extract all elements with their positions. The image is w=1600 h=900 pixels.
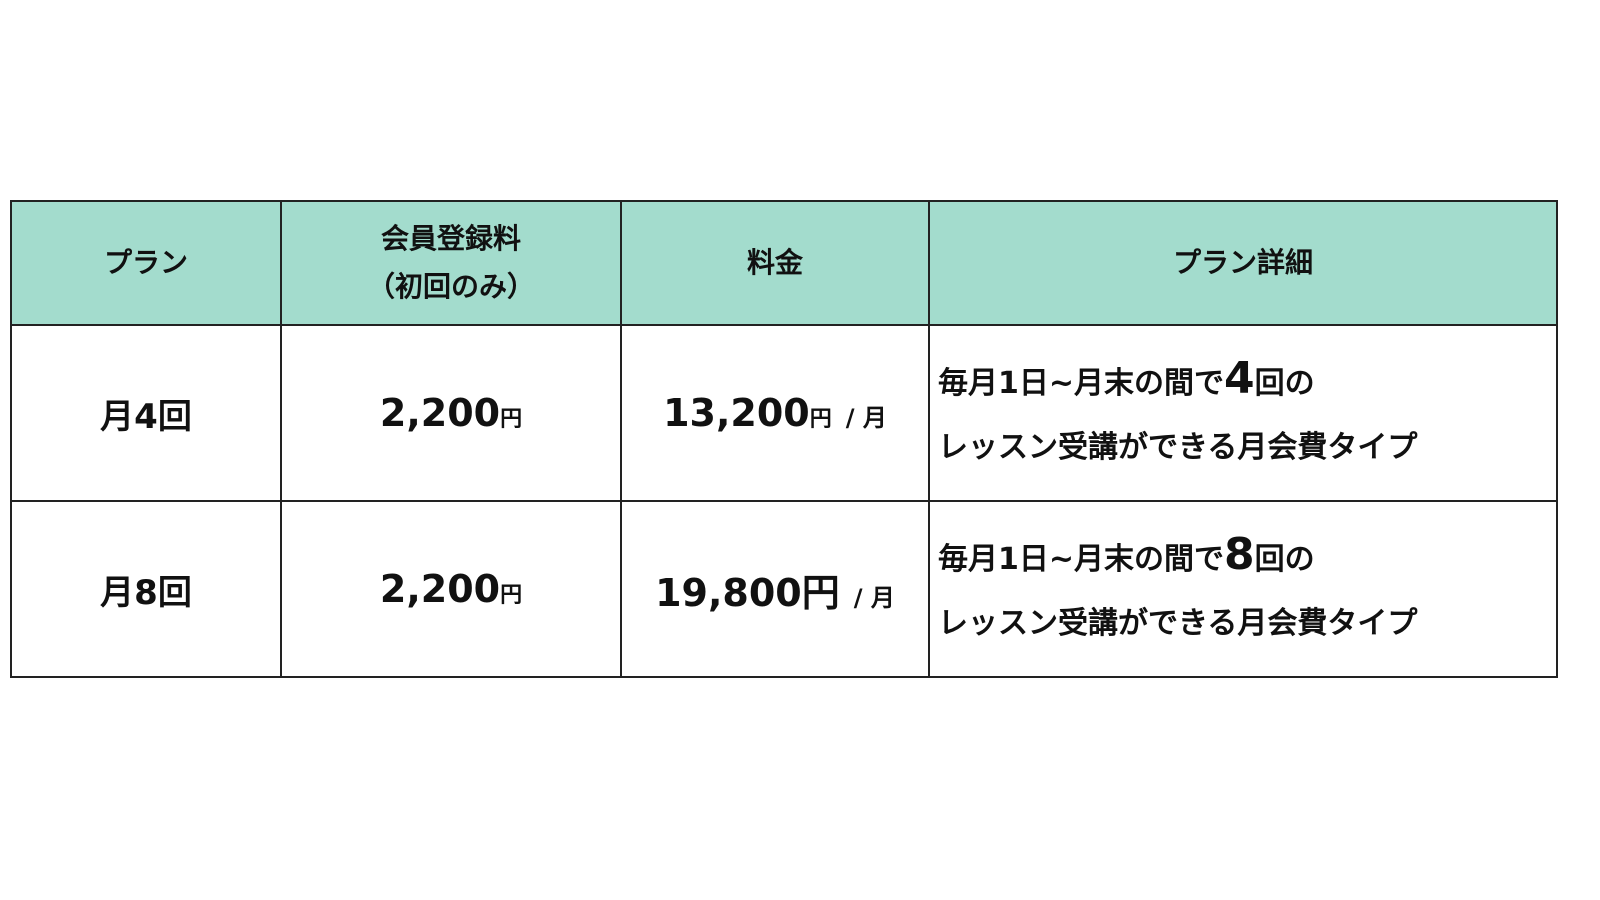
price-per: / 月 <box>853 583 895 612</box>
header-plan: プラン <box>10 200 282 326</box>
detail-prefix: 毎月1日~月末の間で <box>938 541 1225 577</box>
detail-line2: レッスン受講ができる月会費タイプ <box>938 429 1418 465</box>
header-registration-fee: 会員登録料 （初回のみ） <box>280 200 622 326</box>
registration-fee-cell: 2,200円 <box>280 324 622 502</box>
plan-cell: 月4回 <box>10 324 282 502</box>
detail-line1: 毎月1日~月末の間で8回の <box>938 523 1556 592</box>
price-unit: 円 <box>801 570 840 615</box>
registration-fee: 2,200 <box>379 567 501 611</box>
registration-fee-cell: 2,200円 <box>280 500 622 678</box>
price-cell: 13,200円 / 月 <box>620 324 930 502</box>
table-row: 月8回 2,200円 19,800円 / 月 毎月1日~月末の間で8回の レッスン… <box>10 500 1558 678</box>
registration-unit: 円 <box>500 407 523 432</box>
price: 13,200 <box>663 391 810 435</box>
header-registration-line1: 会員登録料 <box>380 222 521 255</box>
detail-line2: レッスン受講ができる月会費タイプ <box>938 605 1418 641</box>
plan-cell: 月8回 <box>10 500 282 678</box>
detail-cell: 毎月1日~月末の間で8回の レッスン受講ができる月会費タイプ <box>928 500 1558 678</box>
detail-cell: 毎月1日~月末の間で4回の レッスン受講ができる月会費タイプ <box>928 324 1558 502</box>
header-details: プラン詳細 <box>928 200 1558 326</box>
detail-count: 4 <box>1224 352 1255 404</box>
detail-line1: 毎月1日~月末の間で4回の <box>938 347 1556 416</box>
registration-unit: 円 <box>500 583 523 608</box>
price-per: / 月 <box>845 404 887 432</box>
header-price: 料金 <box>620 200 930 326</box>
price-unit: 円 <box>809 407 832 432</box>
detail-suffix: 回の <box>1254 541 1315 577</box>
header-registration-line2: （初回のみ） <box>366 270 535 303</box>
plan-pricing-table: プラン 会員登録料 （初回のみ） 料金 プラン詳細 月4回 2,200円 13,… <box>10 200 1558 678</box>
table-header-row: プラン 会員登録料 （初回のみ） 料金 プラン詳細 <box>10 200 1558 326</box>
detail-count: 8 <box>1224 528 1255 580</box>
price: 19,800 <box>655 570 802 615</box>
registration-fee: 2,200 <box>379 391 501 435</box>
detail-suffix: 回の <box>1254 365 1315 401</box>
price-cell: 19,800円 / 月 <box>620 500 930 678</box>
detail-prefix: 毎月1日~月末の間で <box>938 365 1225 401</box>
table-row: 月4回 2,200円 13,200円 / 月 毎月1日~月末の間で4回の レッスン… <box>10 324 1558 502</box>
